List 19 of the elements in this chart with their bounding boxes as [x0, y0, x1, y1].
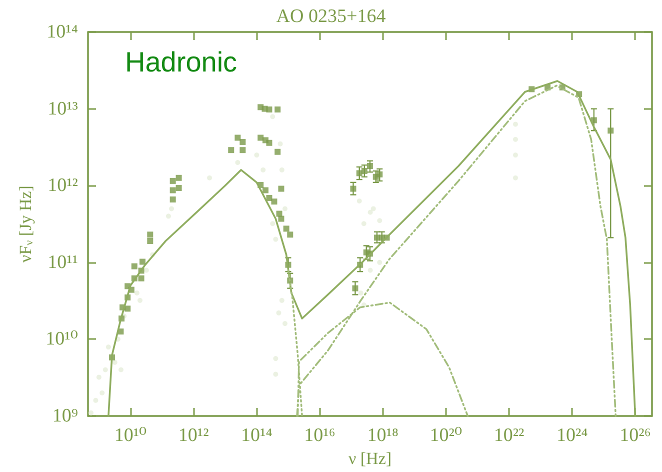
y-tick-label: 10¹² — [48, 175, 78, 196]
x-tick-label: 10²⁰ — [430, 425, 462, 446]
annotation: Hadronic — [125, 46, 238, 78]
y-tick-label: 10¹³ — [48, 98, 78, 120]
x-tick-label: 10¹⁶ — [304, 425, 336, 446]
x-tick-label: 10¹⁰ — [114, 425, 148, 446]
y-tick-label: 10¹⁴ — [46, 22, 78, 42]
y-tick-label: 10¹¹ — [48, 252, 78, 273]
y-tick-label: 10¹⁰ — [46, 328, 78, 350]
y-axis-title: νFν [Jy Hz] — [16, 186, 36, 262]
x-tick-label: 10¹⁸ — [367, 425, 399, 446]
x-tick-label: 10¹⁴ — [241, 425, 273, 446]
x-tick-label: 10¹² — [178, 425, 210, 446]
x-tick-label: 10²⁶ — [620, 425, 651, 446]
chart-title: AO 0235+164 — [276, 6, 386, 27]
x-tick-label: 10²⁴ — [556, 425, 588, 446]
y-tick-label: 10⁹ — [52, 406, 78, 426]
x-axis-title: ν [Hz] — [348, 449, 392, 468]
x-tick-label: 10²² — [494, 425, 525, 446]
